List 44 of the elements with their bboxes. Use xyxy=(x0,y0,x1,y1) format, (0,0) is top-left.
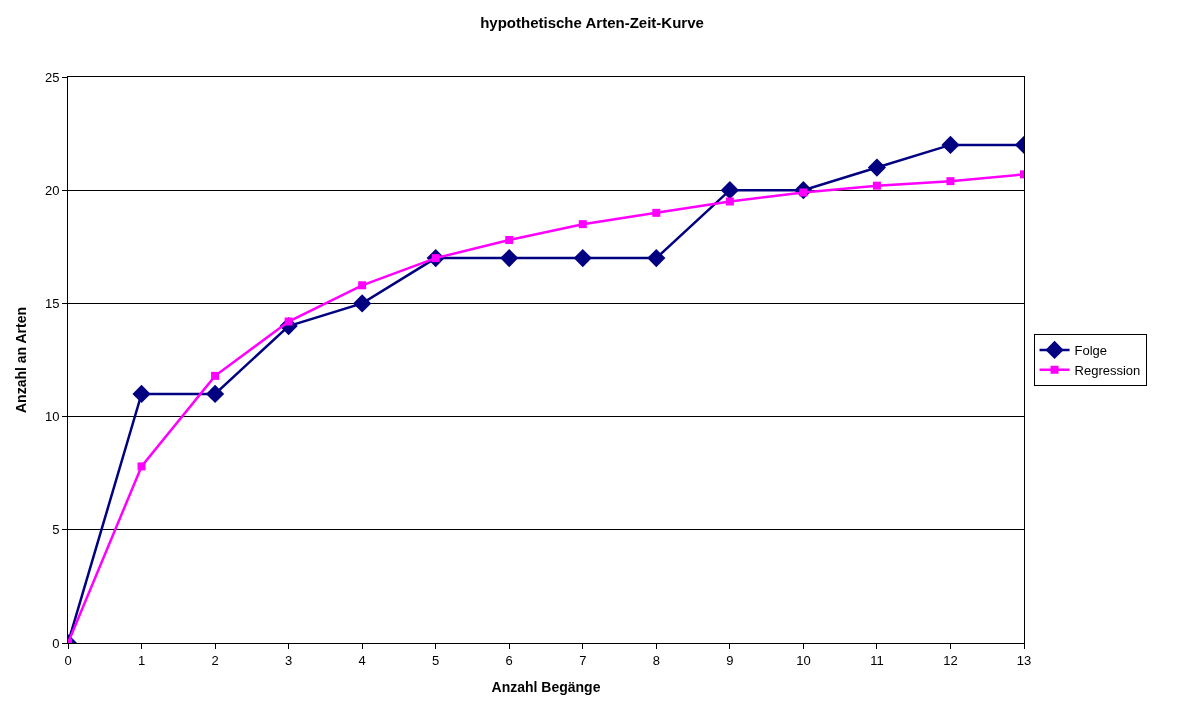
point xyxy=(652,208,661,217)
x-axis-title: Anzahl Begänge xyxy=(491,678,601,695)
x-tick-label: 11 xyxy=(870,652,884,668)
y-tick-label: 15 xyxy=(44,295,60,311)
x-tick-label: 9 xyxy=(726,652,734,668)
point xyxy=(941,135,960,155)
point xyxy=(867,158,887,177)
chart-title: hypothetische Arten-Zeit-Kurve xyxy=(480,14,704,32)
point xyxy=(872,181,881,190)
x-tick-label: 10 xyxy=(796,652,811,668)
x-tick-label: 6 xyxy=(505,652,513,668)
point xyxy=(205,384,225,404)
point xyxy=(137,462,146,471)
point xyxy=(720,181,739,200)
point xyxy=(505,236,514,245)
point xyxy=(500,249,519,268)
x-tick-label: 2 xyxy=(211,652,219,668)
y-tick-label: 0 xyxy=(52,635,60,651)
y-tick-label: 10 xyxy=(44,409,60,425)
x-tick-label: 4 xyxy=(358,652,366,668)
x-tick-label: 7 xyxy=(579,652,587,668)
x-tick-label: 3 xyxy=(285,652,293,668)
point xyxy=(284,317,293,326)
y-tick-label: 20 xyxy=(44,182,60,198)
point xyxy=(211,371,220,380)
point xyxy=(725,197,734,206)
y-axis-title: Anzahl an Arten xyxy=(12,306,29,414)
point xyxy=(647,249,666,268)
point xyxy=(573,249,592,268)
x-tick-label: 5 xyxy=(432,652,440,668)
x-tick-label: 8 xyxy=(652,652,660,668)
legend-label: Regression xyxy=(1074,362,1141,378)
y-tick-label: 25 xyxy=(44,69,60,85)
x-tick-label: 0 xyxy=(64,652,72,668)
x-tick-label: 13 xyxy=(1016,652,1032,668)
point xyxy=(946,177,955,186)
point xyxy=(353,294,372,313)
y-tick-label: 5 xyxy=(52,522,60,538)
legend-label: Folge xyxy=(1074,343,1108,359)
point xyxy=(358,281,367,290)
point xyxy=(578,220,587,229)
x-tick-label: 1 xyxy=(137,652,146,668)
x-tick-label: 12 xyxy=(943,652,958,668)
point xyxy=(132,384,151,404)
